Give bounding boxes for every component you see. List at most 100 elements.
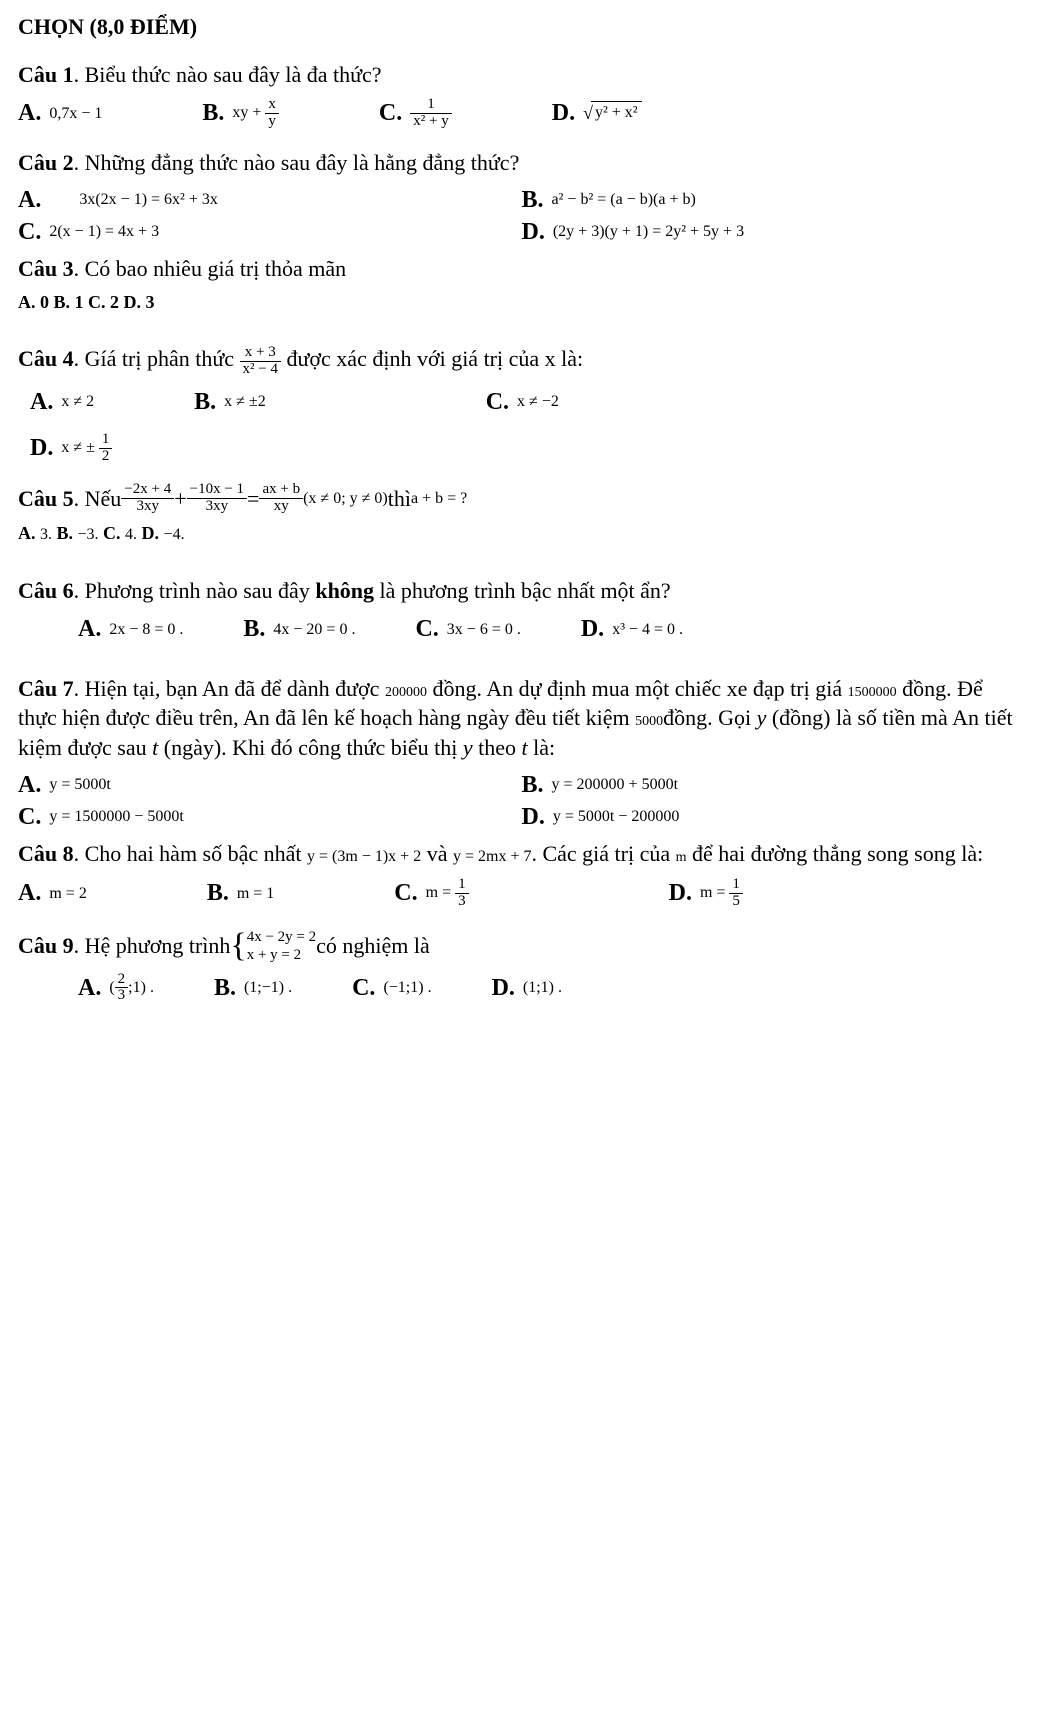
q9-opt-c[interactable]: C. (−1;1) . bbox=[352, 972, 431, 1004]
q1-opt-d[interactable]: D. √y² + x² bbox=[552, 97, 642, 129]
q7-label: Câu 7 bbox=[18, 676, 74, 701]
q2-opt-d[interactable]: D. (2y + 3)(y + 1) = 2y² + 5y + 3 bbox=[522, 216, 966, 248]
num: 1 bbox=[410, 97, 451, 114]
opt-label: B. bbox=[522, 184, 544, 216]
q1-opt-c[interactable]: C. 1x² + y bbox=[379, 97, 452, 130]
num: ax + b bbox=[259, 482, 303, 499]
q8-options: A. m = 2 B. m = 1 C. m = 13 D. m = 15 bbox=[18, 877, 1025, 910]
q6-opt-d[interactable]: D. x³ − 4 = 0 . bbox=[581, 613, 683, 645]
q7-a-val: y = 5000t bbox=[49, 774, 110, 796]
q1-label: Câu 1 bbox=[18, 62, 74, 87]
q4-row1: A. x ≠ 2 B. x ≠ ±2 C. x ≠ −2 bbox=[18, 386, 1025, 418]
q7-b-val: y = 200000 + 5000t bbox=[552, 774, 679, 796]
num: 1 bbox=[99, 432, 113, 449]
q2-text: . Những đẳng thức nào sau đây là hằng đẳ… bbox=[74, 150, 520, 175]
q7-t7: theo bbox=[473, 735, 522, 760]
q2-opt-b[interactable]: B. a² − b² = (a − b)(a + b) bbox=[522, 184, 966, 216]
q6-opt-b[interactable]: B. 4x − 20 = 0 . bbox=[243, 613, 355, 645]
q5-b[interactable]: B. bbox=[57, 523, 74, 543]
brace-icon: { bbox=[230, 932, 246, 959]
opt-label: A. bbox=[18, 877, 41, 909]
opt-label: B. bbox=[207, 877, 229, 909]
q8-opt-c[interactable]: C. m = 13 bbox=[394, 877, 468, 910]
q1-b-val: xy + xy bbox=[232, 97, 279, 130]
q5-tail: a + b = ? bbox=[411, 488, 467, 510]
opt-label: D. bbox=[552, 97, 575, 129]
opt-label: C. bbox=[415, 613, 438, 645]
q7-n2: 1500000 bbox=[848, 685, 897, 700]
q2-d-val: (2y + 3)(y + 1) = 2y² + 5y + 3 bbox=[553, 221, 744, 243]
question-6: Câu 6. Phương trình nào sau đây không là… bbox=[18, 576, 1025, 606]
q2-row2: C. 2(x − 1) = 4x + 3 D. (2y + 3)(y + 1) … bbox=[18, 216, 1025, 248]
q7-opt-c[interactable]: C. y = 1500000 − 5000t bbox=[18, 801, 462, 833]
q7-opt-a[interactable]: A. y = 5000t bbox=[18, 769, 462, 801]
q5-d[interactable]: D. bbox=[142, 523, 160, 543]
q4-d-val: x ≠ ± 12 bbox=[61, 432, 112, 465]
q8-e1: y = (3m − 1)x + 2 bbox=[307, 848, 421, 865]
opt-label: A. bbox=[18, 769, 41, 801]
q3-text: . Có bao nhiêu giá trị thỏa mãn bbox=[74, 256, 347, 281]
opt-label: D. bbox=[30, 432, 53, 464]
num: x bbox=[265, 97, 279, 114]
q9-opt-b[interactable]: B. (1;−1) . bbox=[214, 972, 292, 1004]
q3-opts[interactable]: A. 0 B. 1 C. 2 D. 3 bbox=[18, 292, 155, 312]
den: 3 bbox=[455, 894, 469, 910]
q7-n1: 200000 bbox=[385, 685, 427, 700]
q7-t1: . Hiện tại, bạn An đã để dành được bbox=[74, 676, 385, 701]
opt-label: C. bbox=[18, 801, 41, 833]
q1-options: A. 0,7x − 1 B. xy + xy C. 1x² + y D. √y²… bbox=[18, 97, 1025, 130]
q5-av: 3. bbox=[40, 526, 52, 543]
q9-t2: có nghiệm là bbox=[316, 931, 430, 961]
text: m = bbox=[426, 884, 455, 901]
q9-opt-a[interactable]: A. (23;1) . bbox=[78, 972, 154, 1005]
q8-opt-d[interactable]: D. m = 15 bbox=[669, 877, 743, 910]
opt-label: D. bbox=[581, 613, 604, 645]
opt-label: A. bbox=[30, 386, 53, 418]
num: 1 bbox=[729, 877, 743, 894]
q9-a-val: (23;1) . bbox=[109, 972, 154, 1005]
opt-label: A. bbox=[18, 184, 41, 216]
q7-opt-b[interactable]: B. y = 200000 + 5000t bbox=[522, 769, 966, 801]
q1-opt-a[interactable]: A. 0,7x − 1 bbox=[18, 97, 102, 129]
den: 2 bbox=[99, 449, 113, 465]
q4-opt-d[interactable]: D. x ≠ ± 12 bbox=[30, 432, 965, 465]
opt-label: B. bbox=[522, 769, 544, 801]
q6-t2: là phương trình bậc nhất một ẩn? bbox=[374, 578, 671, 603]
q8-t3: . Các giá trị của bbox=[531, 841, 675, 866]
q3-label: Câu 3 bbox=[18, 256, 74, 281]
q8-opt-a[interactable]: A. m = 2 bbox=[18, 877, 87, 909]
q5-t2: thì bbox=[388, 484, 411, 514]
opt-label: C. bbox=[379, 97, 402, 129]
num: −10x − 1 bbox=[187, 482, 247, 499]
q8-t1: . Cho hai hàm số bậc nhất bbox=[74, 841, 307, 866]
opt-label: A. bbox=[78, 972, 101, 1004]
section-header: CHỌN (8,0 ĐIỂM) bbox=[18, 12, 1025, 42]
opt-label: A. bbox=[78, 613, 101, 645]
q1-opt-b[interactable]: B. xy + xy bbox=[202, 97, 279, 130]
q4-t1: . Gíá trị phân thức bbox=[74, 346, 240, 371]
q5-c[interactable]: C. bbox=[103, 523, 121, 543]
opt-label: B. bbox=[194, 386, 216, 418]
q8-opt-b[interactable]: B. m = 1 bbox=[207, 877, 274, 909]
q4-frac: x + 3x² − 4 bbox=[240, 345, 281, 378]
q4-opt-c[interactable]: C. x ≠ −2 bbox=[486, 386, 559, 418]
q4-opt-b[interactable]: B. x ≠ ±2 bbox=[194, 386, 266, 418]
q6-options: A. 2x − 8 = 0 . B. 4x − 20 = 0 . C. 3x −… bbox=[78, 613, 1025, 645]
q9-opt-d[interactable]: D. (1;1) . bbox=[492, 972, 562, 1004]
q6-opt-c[interactable]: C. 3x − 6 = 0 . bbox=[415, 613, 520, 645]
q4-opt-a[interactable]: A. x ≠ 2 bbox=[30, 386, 94, 418]
q2-opt-c[interactable]: C. 2(x − 1) = 4x + 3 bbox=[18, 216, 462, 248]
q5-a[interactable]: A. bbox=[18, 523, 36, 543]
q4-b-val: x ≠ ±2 bbox=[224, 391, 266, 413]
q2-row1: A. 3x(2x − 1) = 6x² + 3x B. a² − b² = (a… bbox=[18, 184, 1025, 216]
q5-label: Câu 5 bbox=[18, 484, 74, 514]
q5-options: A. 3. B. −3. C. 4. D. −4. bbox=[18, 521, 1025, 546]
q1-c-frac: 1x² + y bbox=[410, 97, 451, 130]
opt-label: A. bbox=[18, 97, 41, 129]
q7-opt-d[interactable]: D. y = 5000t − 200000 bbox=[522, 801, 966, 833]
den: 3xy bbox=[121, 499, 174, 515]
q2-opt-a[interactable]: A. 3x(2x − 1) = 6x² + 3x bbox=[18, 184, 462, 216]
q7-v3: y bbox=[463, 735, 473, 760]
q6-opt-a[interactable]: A. 2x − 8 = 0 . bbox=[78, 613, 183, 645]
q7-t2: đồng. An dự định mua một chiếc xe đạp tr… bbox=[427, 676, 848, 701]
